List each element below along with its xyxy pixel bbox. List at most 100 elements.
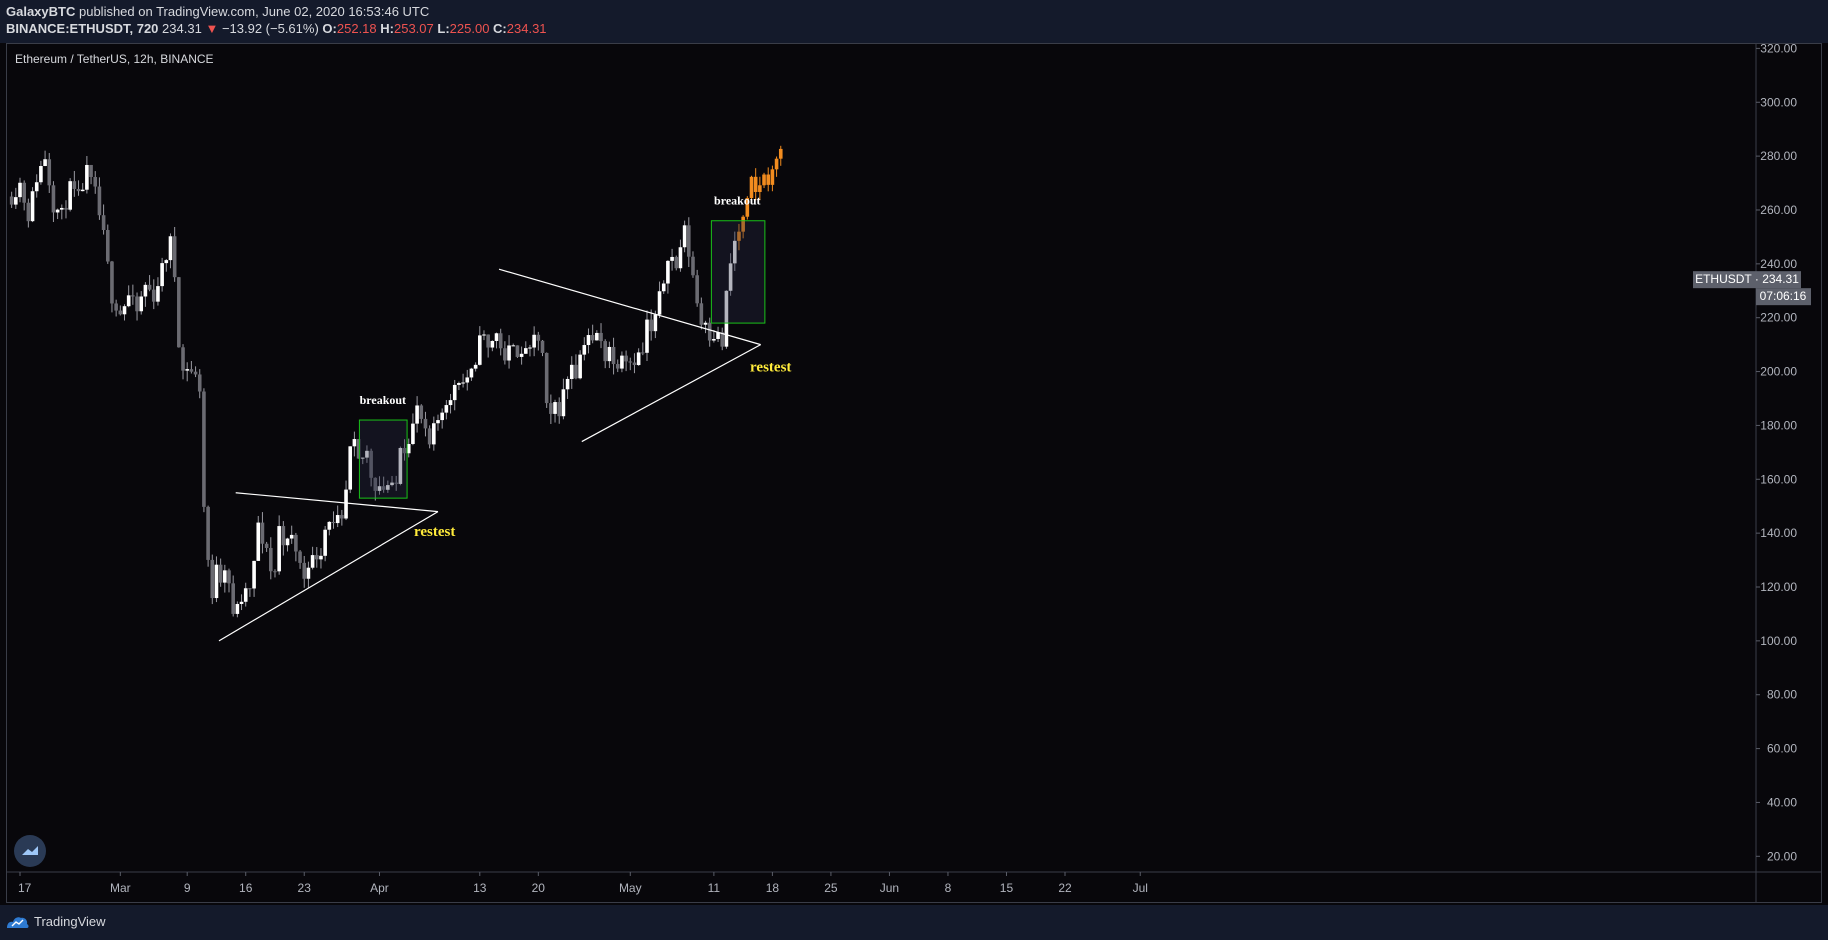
candle: [473, 364, 478, 369]
candle: [687, 225, 691, 257]
y-tick-label: 20.00: [1767, 849, 1797, 863]
projection-candle: [745, 198, 750, 217]
candle: [218, 564, 223, 583]
candle: [68, 181, 72, 210]
candle: [97, 186, 102, 216]
candle: [415, 405, 419, 424]
price-change: −13.92 (−5.61%): [221, 21, 319, 36]
trendline: [218, 511, 439, 642]
candle: [273, 571, 277, 573]
candle: [126, 295, 131, 307]
projection-candle: [758, 185, 762, 192]
chart-area[interactable]: [6, 43, 1822, 903]
candle: [214, 564, 219, 599]
candle: [461, 382, 465, 384]
projection-candle: [770, 169, 775, 185]
candle: [381, 486, 386, 490]
candle: [164, 260, 169, 264]
candle: [624, 355, 628, 362]
breakout-label: breakout: [360, 393, 406, 407]
candle: [327, 521, 332, 530]
y-tick-label: 280.00: [1760, 149, 1797, 163]
candle: [189, 369, 194, 372]
retest-label: restest: [750, 360, 791, 376]
candle: [599, 332, 603, 342]
candle: [264, 543, 269, 548]
candle: [252, 560, 256, 589]
open-label: O:: [322, 21, 337, 36]
x-tick-label: 15: [1000, 881, 1014, 895]
candle: [76, 188, 81, 192]
candle: [168, 236, 173, 261]
candle: [486, 334, 490, 348]
candle: [720, 332, 725, 347]
projection-candle: [766, 174, 771, 185]
x-tick-label: 16: [239, 881, 253, 895]
candle: [356, 439, 361, 459]
candle: [43, 159, 47, 167]
candle: [235, 603, 240, 614]
candle: [398, 447, 403, 484]
candle: [478, 335, 482, 365]
candle: [519, 353, 524, 357]
candle: [432, 423, 436, 445]
candle: [231, 583, 235, 614]
candle: [523, 348, 528, 354]
x-tick-label: 13: [473, 881, 487, 895]
candle: [532, 334, 536, 348]
y-tick-label: 160.00: [1760, 472, 1797, 486]
candle: [331, 521, 336, 524]
x-tick-label: 20: [532, 881, 546, 895]
candle: [390, 482, 394, 486]
y-tick-label: 220.00: [1760, 311, 1797, 325]
candle: [440, 412, 444, 421]
projection-candle: [778, 148, 783, 159]
candle: [670, 256, 674, 261]
candle: [611, 346, 616, 365]
tradingview-cloud-icon[interactable]: [14, 835, 46, 867]
candle: [243, 588, 248, 602]
projection-candle: [753, 176, 758, 192]
candle: [728, 263, 733, 291]
candle: [540, 340, 545, 353]
candle: [528, 347, 532, 349]
footer-brand-text[interactable]: TradingView: [34, 914, 106, 929]
candle: [302, 562, 307, 579]
candle: [457, 383, 461, 385]
candle: [105, 230, 110, 262]
candle: [323, 529, 327, 556]
projection-candle: [741, 216, 745, 232]
candle: [724, 290, 729, 347]
candle: [360, 457, 365, 459]
author-name[interactable]: GalaxyBTC: [6, 4, 76, 19]
y-tick-label: 60.00: [1767, 742, 1797, 756]
candle: [260, 522, 265, 544]
candle: [55, 209, 60, 213]
candle: [482, 334, 486, 336]
candle: [553, 402, 557, 414]
candle: [22, 182, 26, 203]
candle: [197, 374, 202, 392]
candle: [51, 185, 56, 213]
candle: [444, 405, 449, 413]
candle: [151, 289, 156, 302]
candle: [377, 486, 382, 491]
y-tick-label: 200.00: [1760, 365, 1797, 379]
candle: [620, 355, 624, 369]
candle: [281, 526, 286, 546]
candle: [30, 191, 35, 222]
candle: [147, 284, 152, 290]
last-price-tag: ETHUSDT · 234.31: [1695, 272, 1799, 286]
x-tick-label: Jun: [880, 881, 899, 895]
candle: [649, 319, 653, 332]
close-value: 234.31: [506, 21, 547, 36]
candle: [674, 256, 679, 269]
tradingview-logo-icon[interactable]: [6, 914, 30, 930]
x-tick-label: 25: [824, 881, 838, 895]
candle: [557, 402, 562, 417]
x-tick-label: Apr: [370, 881, 389, 895]
y-tick-label: 100.00: [1760, 634, 1797, 648]
candle: [469, 368, 474, 378]
high-label: H:: [380, 21, 394, 36]
